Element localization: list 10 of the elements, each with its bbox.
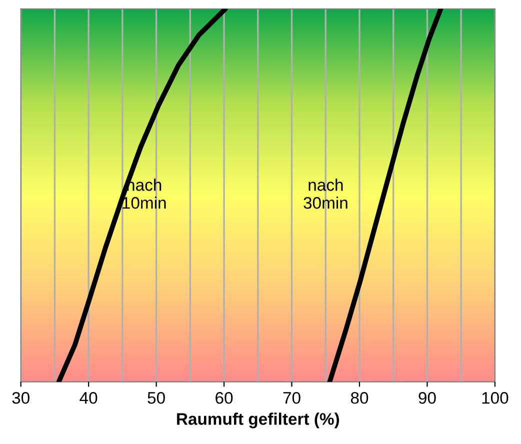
x-tick-label: 40	[80, 392, 98, 404]
x-tick-label: 100	[482, 392, 508, 404]
x-axis-title: Raumuft gefiltert (%)	[177, 412, 340, 428]
x-tick-label: 50	[148, 392, 165, 404]
x-tick-label: 60	[216, 392, 233, 404]
x-tick-label: 90	[418, 392, 436, 404]
x-tick-label: 30	[12, 392, 30, 404]
x-tick-label: 70	[283, 392, 300, 404]
x-tick-label: 80	[350, 392, 368, 404]
annotation: nach 30min	[304, 178, 348, 209]
